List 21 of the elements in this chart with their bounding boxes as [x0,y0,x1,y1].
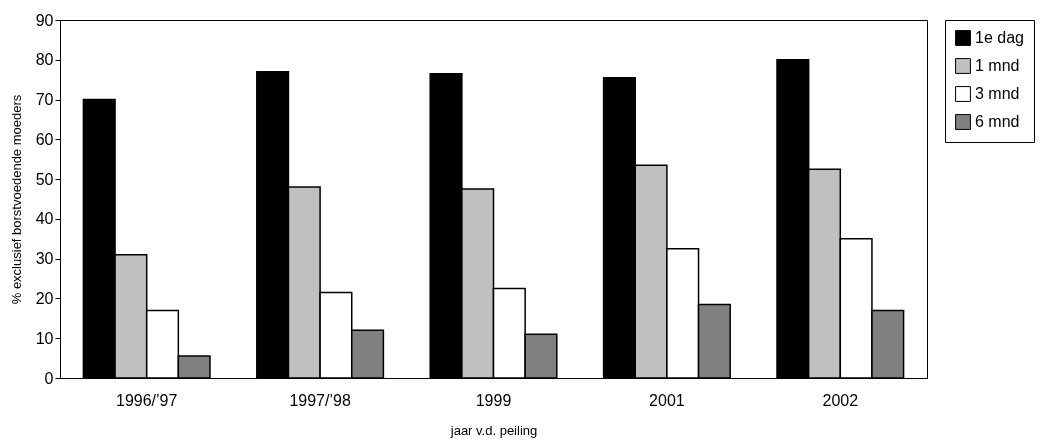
y-tick-label: 50 [35,170,54,188]
x-tick-label: 1999 [475,391,512,409]
y-tick-label: 10 [35,329,54,347]
y-tick-label: 30 [35,250,54,268]
y-tick-label: 40 [35,210,54,228]
x-tick-label: 1996/’97 [116,391,178,409]
y-axis-title: % exclusief borstvoedende moeders [8,94,24,305]
y-tick-label: 60 [35,130,54,148]
y-tick-label: 80 [35,51,54,69]
y-tick-label: 90 [35,11,54,29]
legend-label: 1e dag [975,29,1024,46]
y-tick-label: 70 [35,91,54,109]
legend-label: 3 mnd [975,85,1020,102]
x-tick-label: 2001 [649,391,685,409]
legend-label: 1 mnd [975,57,1020,74]
y-tick-label: 20 [35,289,54,307]
x-axis-title: jaar v.d. peiling [449,422,538,438]
y-tick-label: 0 [44,369,54,387]
x-tick-label: 1997/’98 [289,391,351,409]
legend-label: 6 mnd [975,113,1020,130]
x-tick-label: 2002 [822,391,859,409]
